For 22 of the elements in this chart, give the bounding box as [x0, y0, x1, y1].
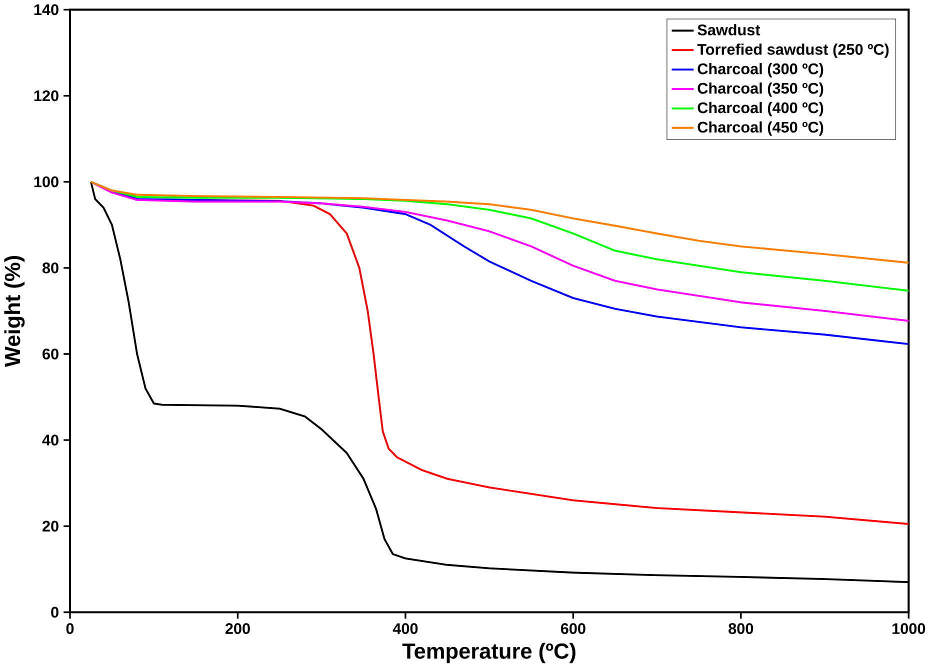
y-tick-label: 60 [42, 348, 58, 360]
y-tick-label: 140 [34, 4, 58, 15]
legend-label: Charcoal (450 ºC) [698, 121, 824, 136]
legend-label: Charcoal (300 ºC) [698, 62, 824, 78]
x-tick-label: 200 [225, 622, 250, 634]
y-axis-title: Weight (%) [4, 256, 25, 367]
legend-label: Charcoal (350 ºC) [698, 82, 824, 97]
legend-label: Torrefied sawdust (250 ºC) [697, 43, 889, 58]
legend-label: Charcoal (400 ºC) [698, 102, 824, 116]
y-tick-label: 20 [42, 520, 58, 532]
y-tick-label: 40 [42, 434, 58, 446]
x-tick-label: 0 [66, 622, 74, 634]
x-tick-label: 600 [560, 622, 586, 634]
y-tick-label: 0 [51, 606, 58, 618]
x-tick-label: 800 [728, 622, 754, 634]
legend-label: Sawdust [698, 24, 760, 36]
y-tick-label: 100 [34, 176, 58, 188]
y-tick-label: 120 [34, 90, 58, 102]
y-tick-label: 80 [42, 262, 58, 274]
x-axis-title: Temperature (ºC) [402, 642, 576, 663]
x-tick-label: 400 [392, 622, 418, 634]
x-tick-label: 1000 [892, 622, 926, 634]
